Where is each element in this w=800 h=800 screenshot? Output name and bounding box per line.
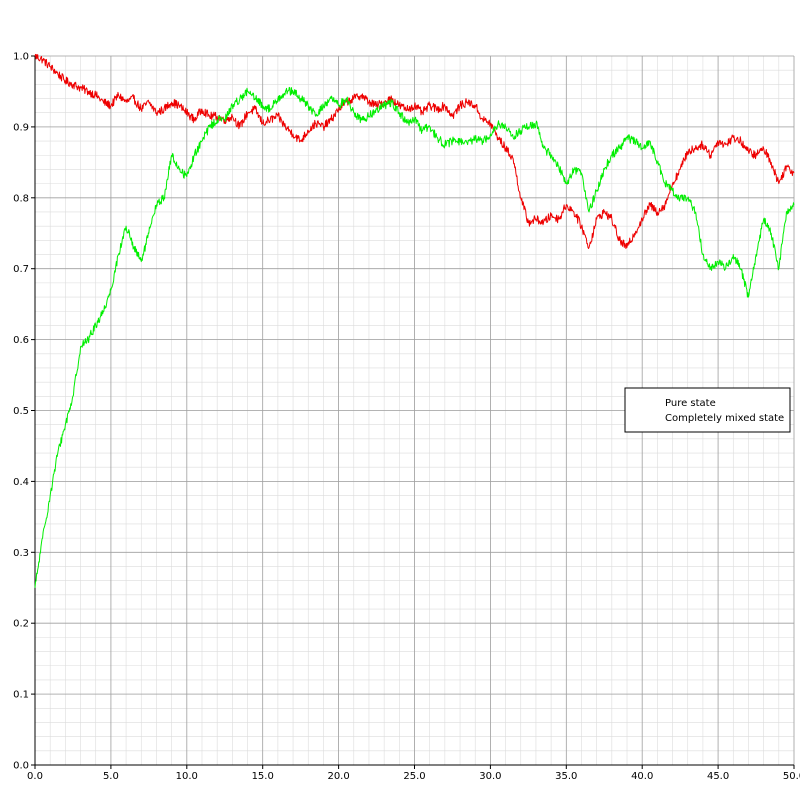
legend-entry-pure-state: Pure state [665, 398, 716, 409]
x-tick-label: 30.0 [479, 771, 501, 782]
x-tick-label: 20.0 [327, 771, 349, 782]
x-tick-label: 5.0 [103, 771, 119, 782]
legend-entry-completely-mixed-state: Completely mixed state [665, 413, 784, 424]
series-layer [34, 53, 795, 588]
x-tick-label: 10.0 [176, 771, 198, 782]
x-tick-label: 15.0 [252, 771, 274, 782]
x-tick-label: 0.0 [27, 771, 43, 782]
x-tick-label: 35.0 [555, 771, 577, 782]
y-tick-label: 0.2 [13, 619, 29, 630]
y-tick-label: 0.7 [13, 264, 29, 275]
x-tick-label: 45.0 [707, 771, 729, 782]
y-tick-label: 0.1 [13, 690, 29, 701]
y-axis-ticks: 0.0 0.1 0.2 0.3 0.4 0.5 0.6 0.7 0.8 0.9 1.0 [13, 52, 35, 772]
y-tick-label: 0.3 [13, 548, 29, 559]
y-tick-label: 0.9 [13, 122, 29, 133]
x-axis-ticks: 0.0 5.0 10.0 15.0 20.0 25.0 30.0 35.0 40.0 45.0 50… [27, 765, 800, 782]
y-tick-label: 0.6 [13, 335, 29, 346]
y-tick-label: 1.0 [13, 52, 29, 63]
x-tick-label: 25.0 [403, 771, 425, 782]
x-tick-label: 50.0 [783, 771, 800, 782]
series-line-completely-mixed-state [34, 86, 795, 588]
y-tick-label: 0.0 [13, 761, 29, 772]
series-line-pure-state [34, 53, 795, 249]
y-tick-label: 0.4 [13, 477, 29, 488]
y-tick-label: 0.8 [13, 193, 29, 204]
y-tick-label: 0.5 [13, 406, 29, 417]
legend-box [624, 387, 791, 433]
x-tick-label: 40.0 [631, 771, 653, 782]
legend: Pure state Completely mixed state [624, 387, 791, 433]
